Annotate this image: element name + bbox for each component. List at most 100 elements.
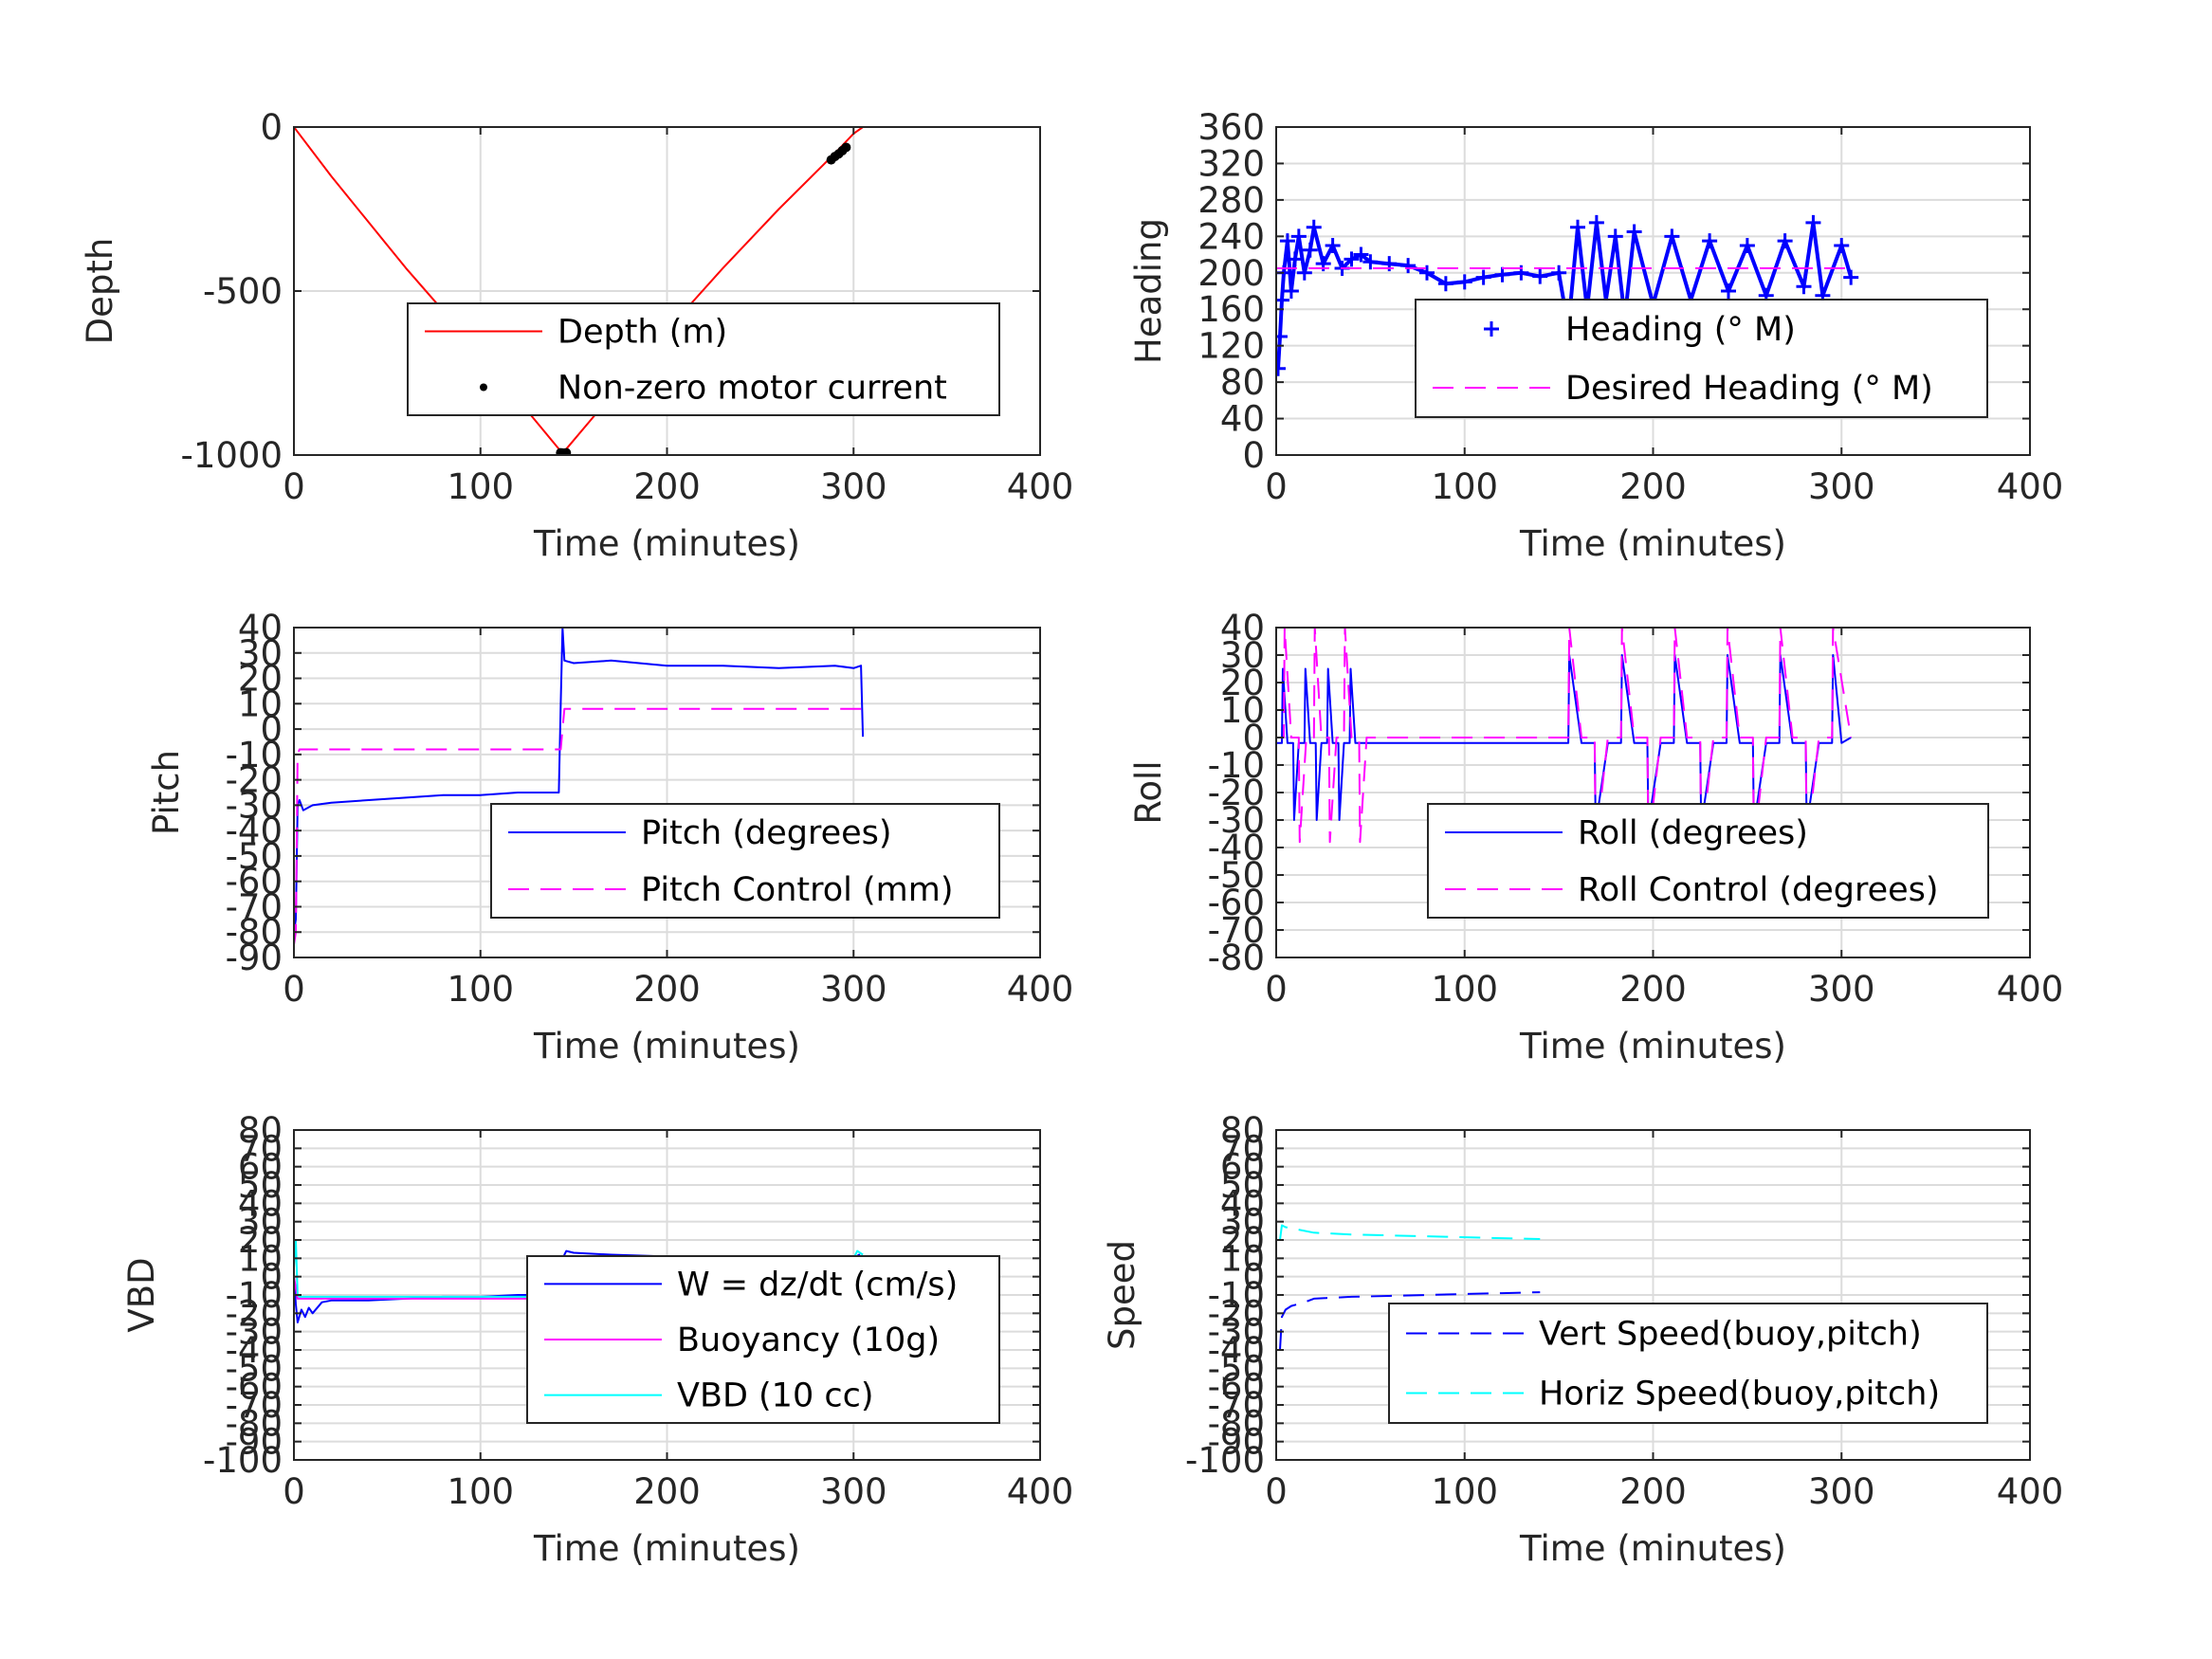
series-1-marker <box>1302 242 1318 258</box>
legend-marker <box>480 383 487 392</box>
y-tick-label: 30 <box>1220 635 1265 676</box>
x-tick-label: 100 <box>1431 969 1498 1010</box>
y-tick-label: -30 <box>1208 800 1265 841</box>
y-tick-label: -40 <box>1208 828 1265 868</box>
y-tick-label: 70 <box>1220 1128 1265 1169</box>
x-tick-label: 0 <box>1265 1471 1288 1512</box>
legend-entry-label: VBD (10 cc) <box>677 1377 874 1415</box>
y-tick-label: 40 <box>1220 1183 1265 1224</box>
chart-panel-5: 0 100 200 300 40080706050403020100-10-20-30-… <box>121 1110 1073 1569</box>
x-tick-label: 400 <box>1007 1471 1074 1512</box>
series-2-line <box>294 707 864 945</box>
y-tick-label: -50 <box>226 1348 283 1389</box>
y-tick-label: -40 <box>226 811 283 851</box>
legend-entry-label: Pitch Control (mm) <box>641 871 953 909</box>
legend-entry-label: Non-zero motor current <box>558 370 947 408</box>
chart-panel-6: 0 100 200 300 40080706050403020100-10-20-30-… <box>1102 1110 2063 1569</box>
x-tick-label: 100 <box>1431 1471 1498 1512</box>
legend-entry-label: W = dz/dt (cm/s) <box>677 1266 958 1304</box>
series-1-marker <box>1777 233 1793 249</box>
y-tick-label: -40 <box>1208 1330 1265 1371</box>
series-1-marker <box>1721 283 1736 299</box>
series-1-marker <box>1279 233 1295 249</box>
y-tick-label: -60 <box>226 1367 283 1408</box>
y-tick-label: -1000 <box>180 435 283 476</box>
series-1-marker <box>1588 214 1604 230</box>
legend-entry-label: Roll (degrees) <box>1578 814 1808 852</box>
y-tick-label: 200 <box>1197 253 1265 294</box>
y-tick-label: 280 <box>1197 180 1265 221</box>
series-1-marker <box>1276 360 1286 376</box>
series-1-marker <box>1570 219 1585 235</box>
series-1-marker <box>1400 258 1417 274</box>
y-tick-label: -100 <box>203 1440 283 1481</box>
y-tick-label: 60 <box>1220 1147 1265 1188</box>
y-tick-label: 80 <box>1220 1110 1265 1151</box>
x-tick-label: 200 <box>633 969 701 1010</box>
y-tick-label: 160 <box>1197 289 1265 330</box>
x-tick-label: 100 <box>447 1471 514 1512</box>
x-tick-label: 0 <box>1265 466 1288 507</box>
y-tick-label: -70 <box>1208 1385 1265 1426</box>
y-tick-label: 0 <box>260 1257 283 1298</box>
y-tick-label: 60 <box>238 1147 283 1188</box>
legend-entry-label: Depth (m) <box>558 314 727 352</box>
series-1-marker <box>1296 264 1312 281</box>
x-tick-label: 200 <box>633 466 701 507</box>
series-1-marker <box>1283 283 1299 299</box>
x-tick-label: 300 <box>820 969 887 1010</box>
series-2-point <box>561 447 572 455</box>
series-1-marker <box>1834 237 1850 253</box>
y-tick-label: 30 <box>238 1202 283 1243</box>
y-tick-label: -30 <box>1208 1312 1265 1353</box>
series-1-marker <box>1664 228 1680 245</box>
y-tick-label: 0 <box>1242 1257 1265 1298</box>
x-tick-label: 100 <box>447 969 514 1010</box>
series-1-marker <box>1276 329 1288 345</box>
y-tick-label: 20 <box>1220 663 1265 703</box>
x-tick-label: 0 <box>283 1471 305 1512</box>
y-tick-label: -70 <box>1208 910 1265 951</box>
x-tick-label: 400 <box>1997 466 2064 507</box>
y-tick-label: 320 <box>1197 143 1265 184</box>
y-tick-label: -20 <box>226 1293 283 1334</box>
series-1-marker <box>1290 228 1307 245</box>
series-1-marker <box>1362 254 1379 270</box>
series-1-marker <box>1353 246 1369 263</box>
x-tick-label: 400 <box>1007 466 1074 507</box>
y-tick-label: -10 <box>226 1275 283 1316</box>
legend-entry-label: Vert Speed(buoy,pitch) <box>1539 1316 1922 1354</box>
y-tick-label: 80 <box>1220 362 1265 403</box>
y-tick-label: 30 <box>238 633 283 674</box>
chart-panel-1: 0 100 200 300 400 0 -500 -1000 Time (minutes) Dep… <box>80 107 1073 564</box>
x-axis-label: Time (minutes) <box>533 523 800 564</box>
x-axis-label: Time (minutes) <box>1519 523 1786 564</box>
chart-panel-2: 0 100 200 300 40004080120160200240280320360T… <box>1128 107 2063 564</box>
y-tick-label: 10 <box>238 684 283 724</box>
y-tick-label: 20 <box>238 659 283 700</box>
y-tick-label: -20 <box>1208 773 1265 813</box>
y-tick-label: 50 <box>1220 1165 1265 1206</box>
x-tick-label: 400 <box>1997 969 2064 1010</box>
y-tick-label: 40 <box>1220 399 1265 440</box>
series-1-marker <box>1739 237 1755 253</box>
y-tick-label: -70 <box>226 886 283 927</box>
y-tick-label: -50 <box>1208 855 1265 896</box>
x-tick-label: 300 <box>820 466 887 507</box>
series-1-marker <box>1805 214 1821 230</box>
y-axis-label: VBD <box>121 1257 162 1332</box>
y-axis-label: Pitch <box>146 750 187 835</box>
series-1-marker <box>1626 224 1642 240</box>
y-tick-label: 10 <box>1220 690 1265 731</box>
y-tick-label: 10 <box>238 1238 283 1279</box>
series-1-marker <box>1551 264 1567 281</box>
series-1-marker <box>1325 237 1341 253</box>
y-tick-label: -40 <box>226 1330 283 1371</box>
x-axis-label: Time (minutes) <box>1519 1026 1786 1066</box>
x-tick-label: 300 <box>1808 969 1875 1010</box>
x-tick-label: 300 <box>1808 1471 1875 1512</box>
y-tick-label: -50 <box>226 836 283 877</box>
series-1-marker <box>1419 264 1435 281</box>
y-tick-label: 80 <box>238 1110 283 1151</box>
